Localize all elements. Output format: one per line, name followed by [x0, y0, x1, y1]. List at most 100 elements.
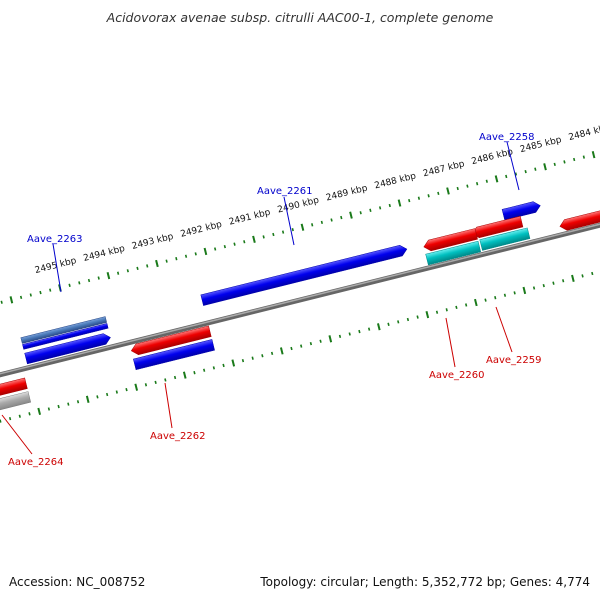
scale-tick-major [182, 371, 187, 379]
kbp-label: 2487 kbp [422, 159, 466, 179]
scale-tick-minor [563, 160, 566, 164]
scale-tick-minor [514, 172, 518, 176]
gene-aave-2263[interactable] [20, 316, 107, 344]
gene-aave-2264[interactable] [0, 377, 28, 400]
gene-aave-2258[interactable] [501, 200, 542, 221]
scale-tick-major [300, 223, 305, 231]
scale-tick-minor [19, 295, 23, 300]
scale-tick-major [543, 163, 547, 171]
scale-tick-minor [367, 327, 371, 331]
scale-tick-minor [320, 220, 324, 225]
scale-tick-minor [485, 179, 488, 183]
genome-backbone [0, 217, 600, 383]
scale-tick-minor [76, 400, 80, 404]
gene-aave-2262-blue[interactable] [133, 339, 215, 371]
scale-tick-minor [552, 281, 555, 285]
gene-forward-blue-lower[interactable] [24, 332, 112, 365]
scale-tick-major [85, 395, 90, 403]
kbp-label: 2486 kbp [471, 147, 515, 167]
scale-tick-minor [233, 242, 236, 246]
scale-tick-minor [136, 266, 139, 271]
scale-tick-minor [87, 278, 91, 283]
scale-tick-minor [115, 390, 118, 394]
scale-tick-minor [290, 346, 293, 351]
scale-tick-minor [49, 288, 52, 292]
scale-tick-minor [261, 354, 264, 358]
scale-tick-minor [8, 417, 12, 421]
gene-aave-2260-cyan[interactable] [425, 240, 482, 266]
scale-tick-major [494, 175, 499, 183]
scale-tick-minor [164, 378, 167, 382]
scale-tick-minor [417, 196, 421, 200]
scale-tick-minor [311, 223, 314, 227]
scale-tick-minor [222, 363, 225, 368]
scale-tick-minor [212, 366, 215, 370]
scale-tick-minor [194, 252, 197, 256]
scale-tick-minor [28, 412, 31, 416]
kbp-label: 2489 kbp [325, 183, 369, 203]
scale-tick-minor [0, 419, 2, 423]
scale-tick-major [9, 296, 14, 304]
scale-tick-minor [0, 300, 3, 304]
scale-tick-minor [270, 351, 274, 355]
scale-tick-minor [416, 315, 419, 319]
scale-tick-minor [105, 392, 109, 397]
gene-label-aave-2258: Aave_2258 [479, 132, 535, 143]
gene-reverse-red-right[interactable] [559, 206, 600, 232]
scale-tick-major [571, 274, 575, 282]
gene-aave-2261[interactable] [200, 244, 408, 306]
scale-tick-minor [184, 254, 188, 258]
scale-tick-minor [146, 264, 149, 268]
scale-tick-minor [243, 240, 246, 244]
scale-tick-major [134, 383, 139, 391]
scale-tick-minor [165, 259, 168, 263]
scale-tick-minor [445, 308, 448, 312]
gene-aave-2259-cyan[interactable] [479, 227, 531, 251]
scale-tick-minor [241, 358, 245, 363]
scale-tick-major [328, 335, 333, 343]
kbp-label: 2493 kbp [131, 232, 175, 252]
scale-tick-minor [591, 271, 594, 276]
scale-tick-minor [96, 395, 99, 399]
scale-tick-minor [125, 387, 128, 392]
scale-tick-minor [348, 332, 351, 336]
scale-tick-minor [78, 281, 81, 285]
scale-tick-minor [582, 155, 585, 159]
scale-tick-minor [338, 334, 342, 339]
scale-tick-minor [57, 404, 60, 409]
scale-tick-minor [319, 339, 322, 343]
scale-tick-major [522, 286, 527, 295]
scale-tick-minor [359, 211, 362, 215]
scale-tick-minor [309, 342, 313, 346]
accession-text: Accession: NC_008752 [9, 575, 145, 589]
scale-tick-minor [475, 182, 479, 186]
gene-aave-2262[interactable] [130, 325, 212, 356]
scale-tick-major [279, 347, 284, 355]
scale-tick-minor [427, 194, 430, 198]
gene-aave-2260[interactable] [423, 228, 478, 253]
scale-tick-minor [464, 303, 468, 307]
scale-tick-minor [97, 276, 100, 280]
scale-tick-minor [193, 371, 196, 375]
gene-label-aave-2264: Aave_2264 [8, 457, 64, 468]
scale-tick-minor [505, 174, 508, 179]
scale-tick-minor [18, 414, 21, 418]
scale-tick-major [446, 187, 450, 195]
scale-tick-major [252, 235, 256, 243]
gene-aave-2264-gray[interactable] [0, 391, 32, 414]
scale-tick-minor [300, 344, 303, 348]
scale-tick-minor [281, 230, 285, 234]
scale-tick-minor [378, 206, 382, 210]
scale-tick-minor [553, 162, 556, 166]
scale-tick-minor [388, 203, 391, 208]
kbp-label: 2488 kbp [374, 171, 418, 191]
scale-tick-major [591, 151, 596, 159]
gene-label-leaders [1, 141, 520, 455]
scale-tick-minor [203, 368, 206, 372]
scale-tick-major [474, 298, 478, 307]
kbp-label: 2484 kbp [568, 123, 600, 143]
gene-forward-blue-small[interactable] [22, 323, 109, 350]
scale-tick-minor [397, 320, 400, 324]
scale-tick-minor [223, 244, 226, 249]
kbp-label: 2490 kbp [277, 196, 321, 216]
